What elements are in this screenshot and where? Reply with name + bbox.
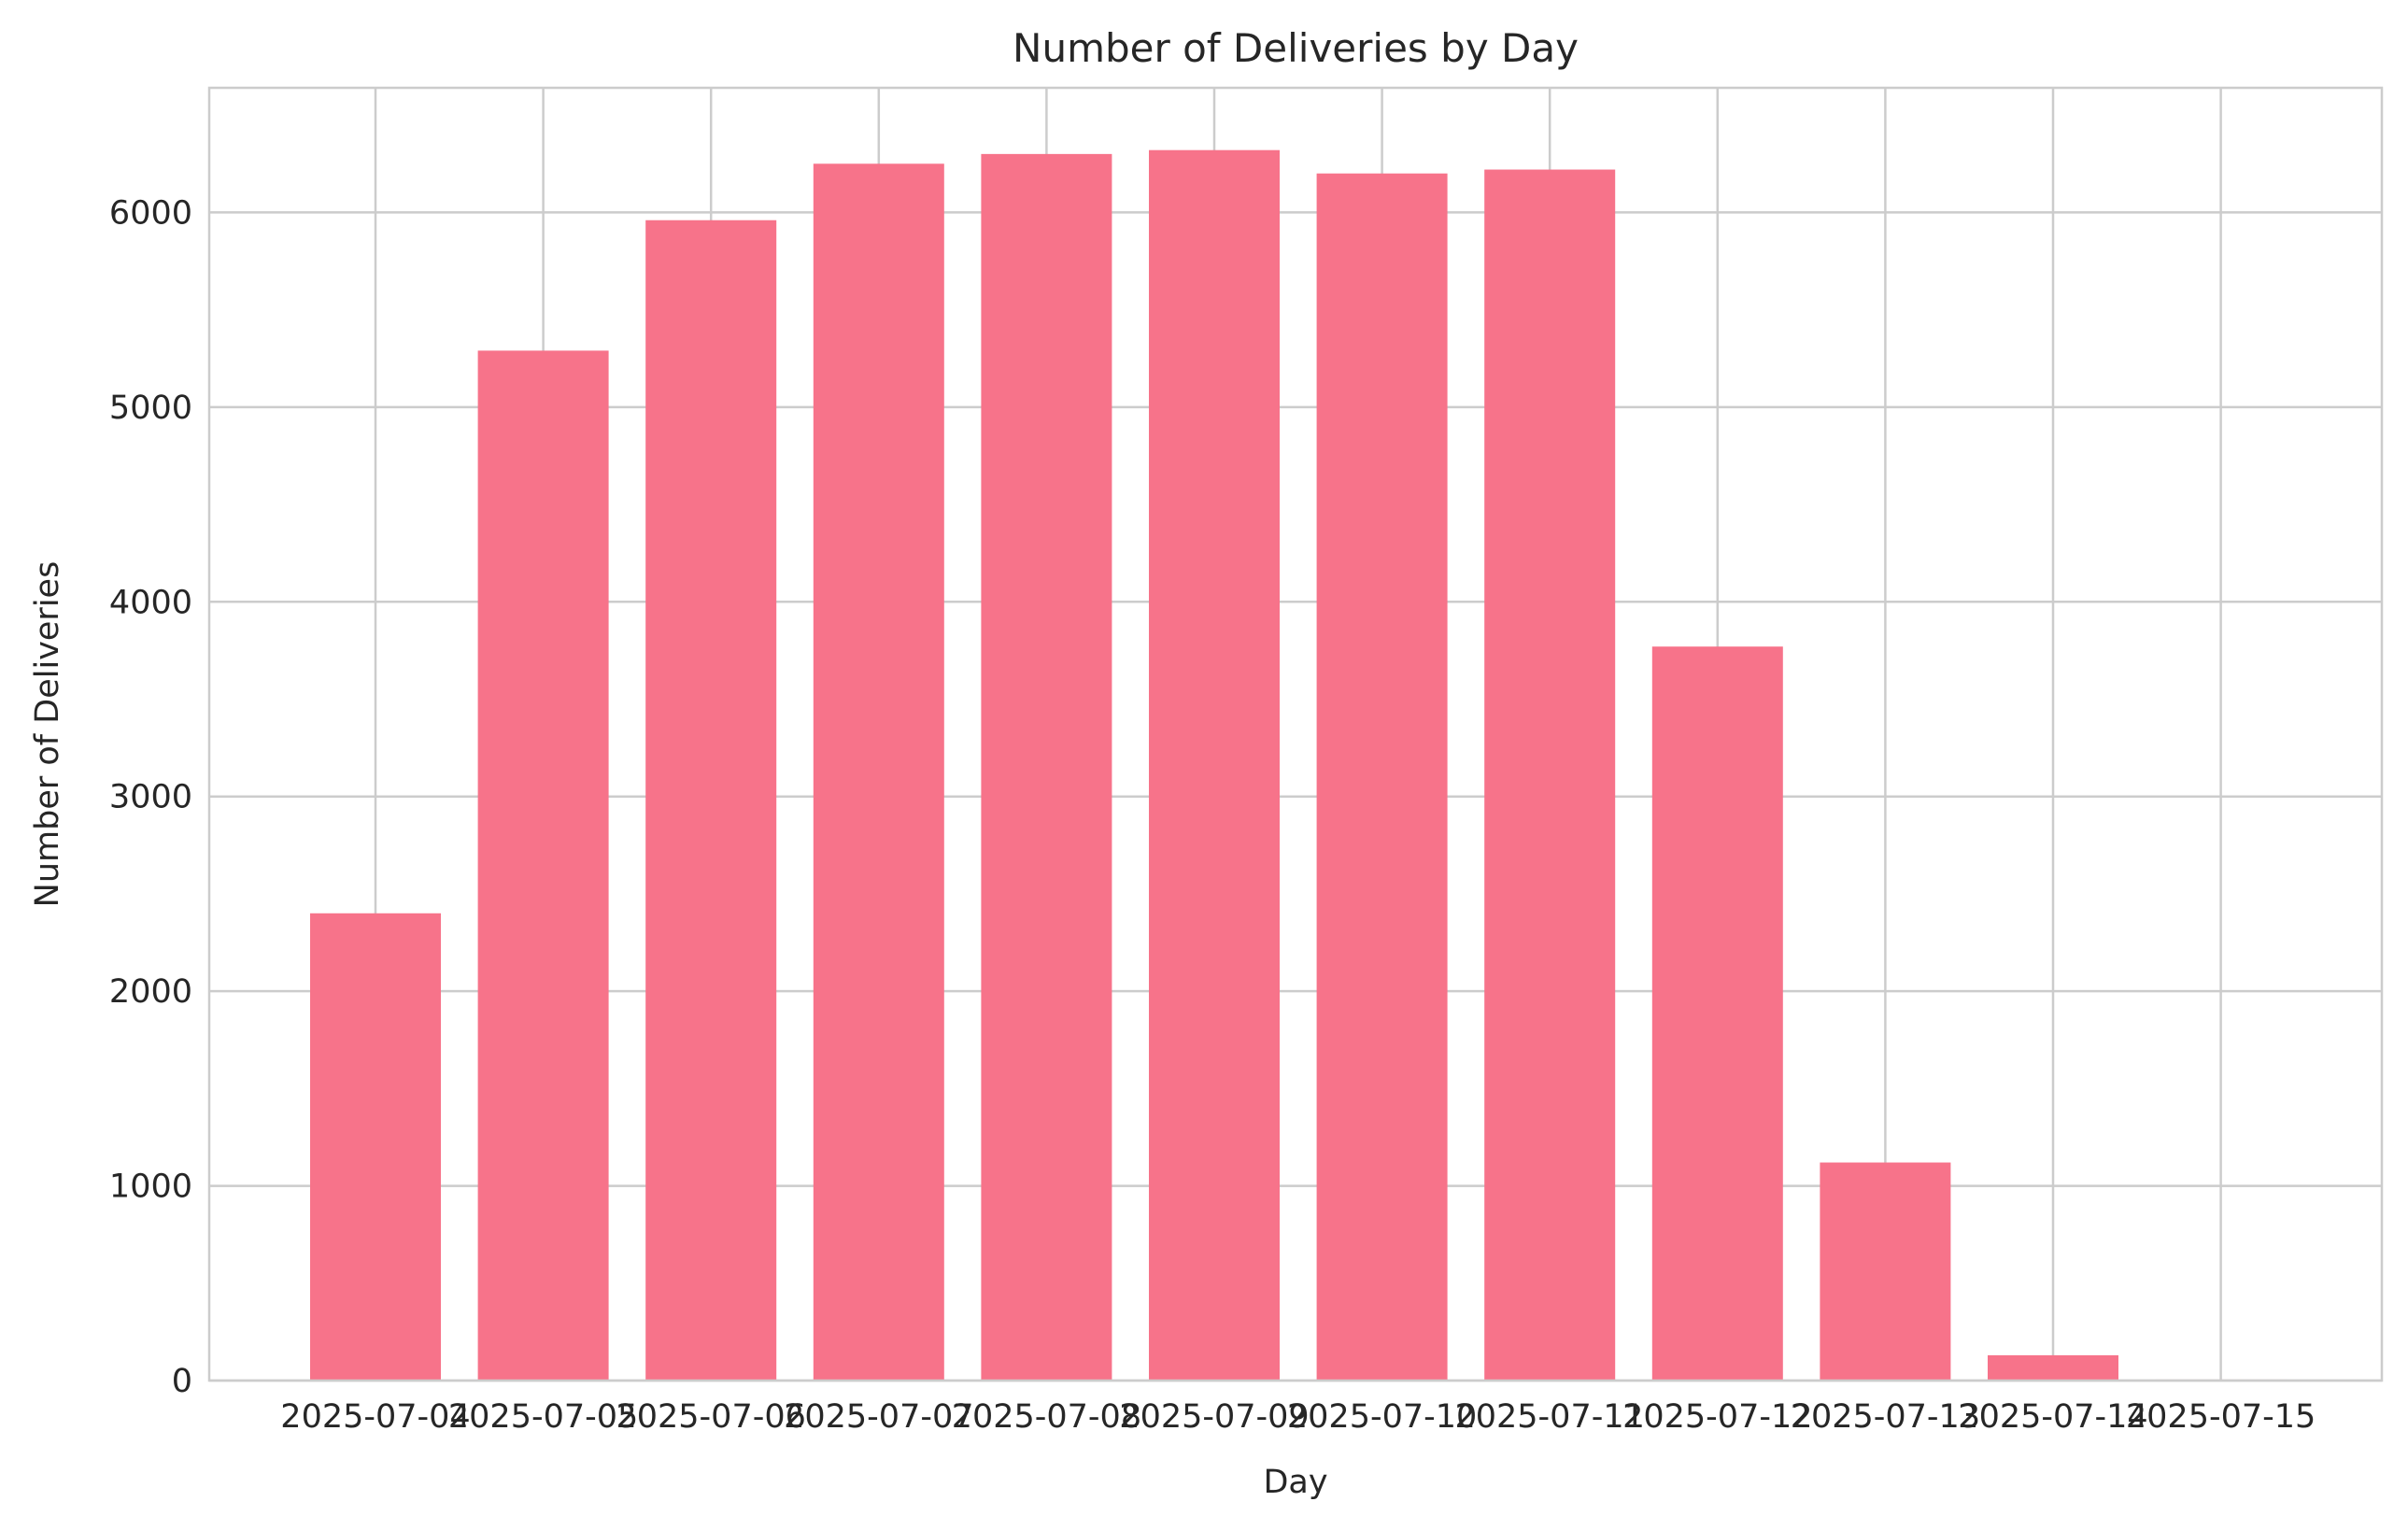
y-tick-label: 1000 bbox=[109, 1169, 192, 1206]
x-tick-label: 2025-07-08 bbox=[952, 1398, 1141, 1436]
bar-2025-07-14 bbox=[1988, 1354, 2118, 1381]
bar-2025-07-05 bbox=[477, 350, 609, 1381]
x-tick-label: 2025-07-06 bbox=[616, 1398, 805, 1436]
y-tick-label: 3000 bbox=[109, 779, 192, 816]
x-tick-label: 2025-07-04 bbox=[280, 1398, 470, 1436]
x-tick-label: 2025-07-09 bbox=[1119, 1398, 1309, 1436]
chart-title: Number of Deliveries by Day bbox=[1013, 25, 1579, 71]
bar-2025-07-07 bbox=[813, 163, 944, 1381]
x-tick-labels: 2025-07-042025-07-052025-07-062025-07-07… bbox=[280, 1398, 2316, 1436]
bar-2025-07-13 bbox=[1820, 1162, 1951, 1381]
y-tick-label: 2000 bbox=[109, 973, 192, 1011]
x-tick-label: 2025-07-13 bbox=[1791, 1398, 1980, 1436]
x-tick-label: 2025-07-10 bbox=[1287, 1398, 1477, 1436]
y-tick-label: 6000 bbox=[109, 194, 192, 232]
bar-2025-07-11 bbox=[1484, 169, 1616, 1381]
x-tick-label: 2025-07-11 bbox=[1454, 1398, 1644, 1436]
bar-2025-07-04 bbox=[310, 913, 441, 1381]
bar-2025-07-09 bbox=[1149, 149, 1280, 1381]
bar-2025-07-08 bbox=[981, 153, 1112, 1381]
y-tick-labels: 0 1000 2000 3000 4000 5000 6000 bbox=[109, 194, 192, 1400]
y-tick-label: 5000 bbox=[109, 390, 192, 427]
bars bbox=[310, 149, 2287, 1381]
x-tick-label: 2025-07-12 bbox=[1622, 1398, 1812, 1436]
x-axis-label: Day bbox=[1263, 1464, 1327, 1501]
plot-frame bbox=[207, 86, 2384, 1382]
bar-2025-07-12 bbox=[1651, 646, 1783, 1381]
bar-2025-07-10 bbox=[1316, 173, 1448, 1381]
bar-2025-07-06 bbox=[645, 220, 777, 1381]
y-tick-label: 4000 bbox=[109, 584, 192, 621]
x-tick-label: 2025-07-07 bbox=[784, 1398, 973, 1436]
x-tick-label: 2025-07-14 bbox=[1958, 1398, 2147, 1436]
y-axis-label: Number of Deliveries bbox=[29, 561, 66, 908]
x-tick-label: 2025-07-05 bbox=[448, 1398, 638, 1436]
x-tick-label: 2025-07-15 bbox=[2126, 1398, 2316, 1436]
y-tick-label: 0 bbox=[172, 1363, 192, 1400]
